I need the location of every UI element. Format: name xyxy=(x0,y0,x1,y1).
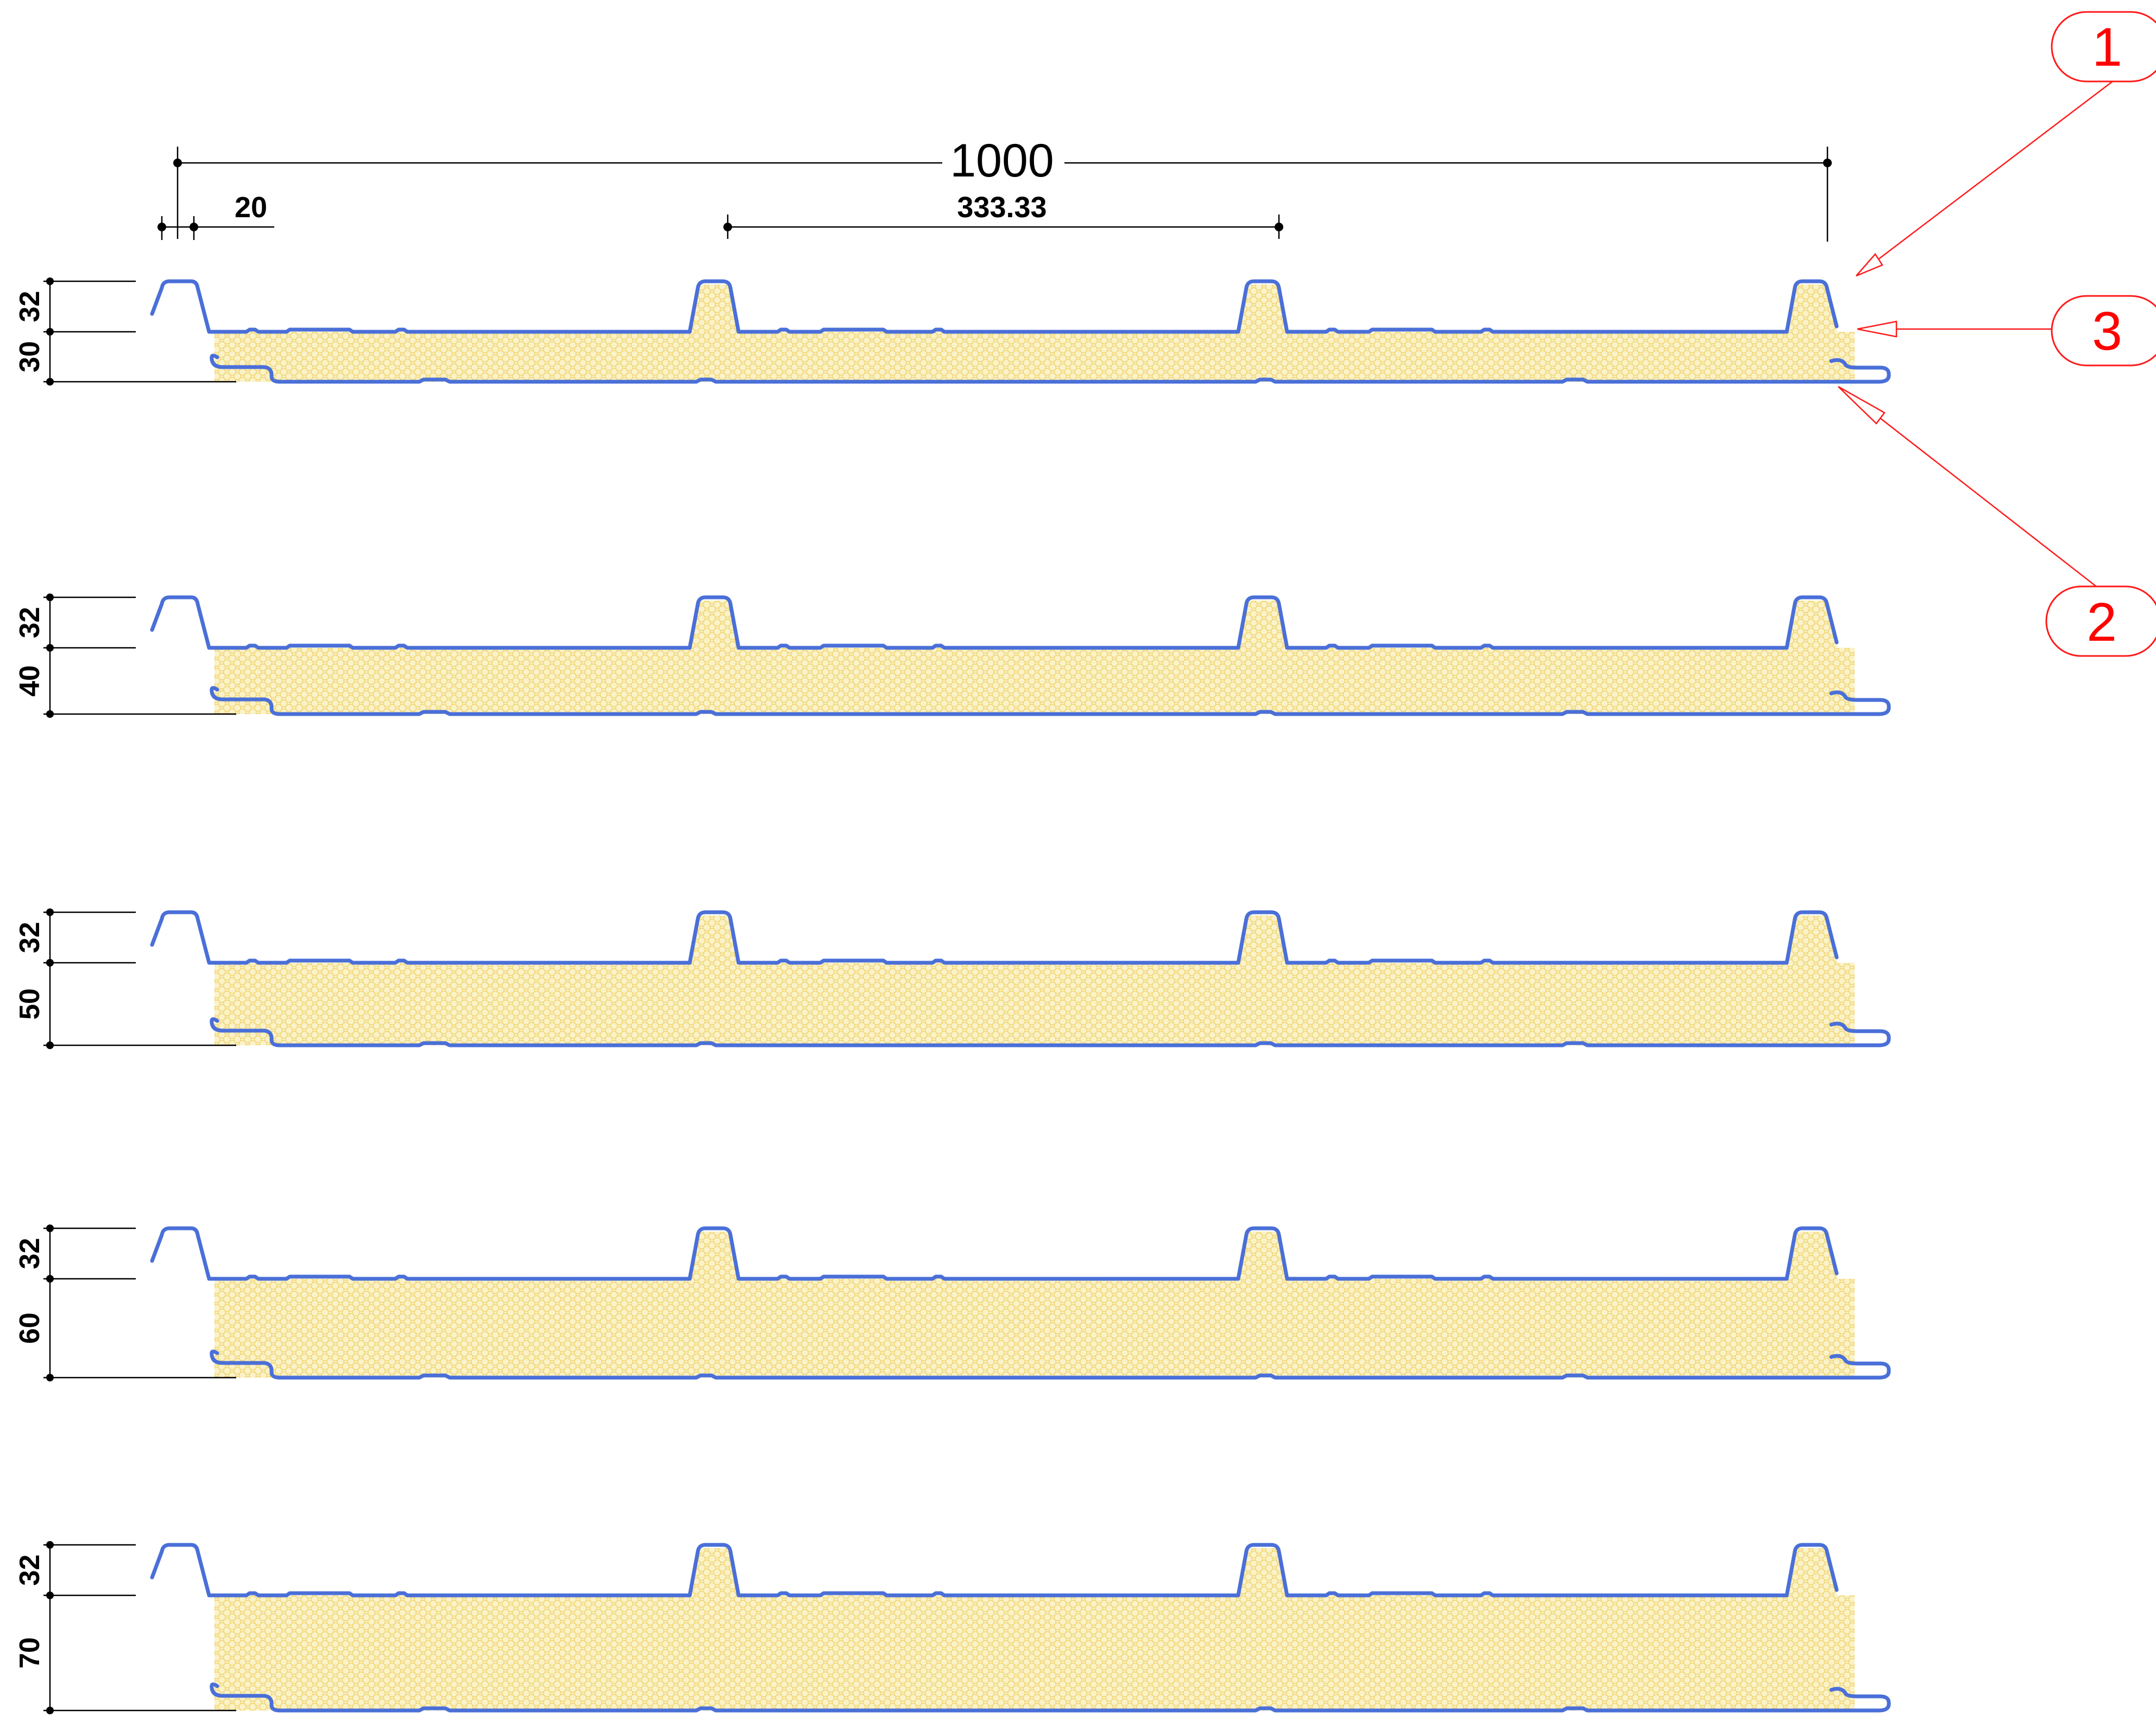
top-profiled-sheet xyxy=(150,1543,1839,1598)
rib-core-fill xyxy=(689,916,740,963)
rib-core-fill xyxy=(1785,1548,1837,1595)
rib-core-fill xyxy=(1237,916,1288,963)
callout-2-bubble xyxy=(2045,585,2156,657)
insulation-core xyxy=(215,332,1855,382)
rib-core-fill xyxy=(689,601,740,648)
callout-2-arrow xyxy=(1838,386,1886,425)
rib-core-fill xyxy=(1237,1548,1288,1595)
callout-3-bubble xyxy=(2051,295,2156,367)
insulation-core xyxy=(215,963,1855,1045)
rib-height-label: 32 xyxy=(14,922,46,954)
overall-width-label: 1000 xyxy=(950,135,1054,187)
core-thickness-label: 70 xyxy=(14,1637,46,1669)
dimension-dot xyxy=(157,223,166,231)
insulation-core xyxy=(215,1595,1855,1710)
rib-core-fill xyxy=(1237,601,1288,648)
dimension-dot xyxy=(173,159,182,167)
rib-core-fill xyxy=(1785,916,1837,963)
thickness-dimensions: 32 70 xyxy=(14,1541,236,1714)
top-profiled-sheet xyxy=(150,910,1839,965)
top-profiled-sheet xyxy=(150,595,1839,650)
callout-1-arrow xyxy=(1856,252,1883,277)
thickness-dimensions: 32 40 xyxy=(14,594,236,718)
thickness-dimensions: 32 30 xyxy=(14,277,236,386)
thickness-dimensions: 32 60 xyxy=(14,1224,236,1381)
insulation-core xyxy=(215,1279,1855,1378)
callout-1-bubble xyxy=(2051,11,2156,83)
thickness-dimensions: 32 50 xyxy=(14,908,236,1049)
top-dimensions: 1000 333.33 20 xyxy=(157,135,1832,242)
rib-height-label: 32 xyxy=(14,291,46,323)
bottom-liner-sheet xyxy=(210,1017,1891,1047)
panel-2: 32 40 xyxy=(14,594,1891,718)
bottom-liner-sheet xyxy=(210,686,1891,716)
callout-1-leader xyxy=(1877,81,2113,260)
bottom-liner-sheet xyxy=(210,1682,1891,1713)
rib-core-fill xyxy=(689,1548,740,1595)
insulation-core xyxy=(215,648,1855,714)
rib-core-fill xyxy=(689,1232,740,1279)
rib-height-label: 32 xyxy=(14,607,46,639)
rib-core-fill xyxy=(1785,601,1837,648)
core-thickness-label: 60 xyxy=(14,1312,46,1344)
rib-core-fill xyxy=(1237,1232,1288,1279)
callout-2-label: 2 xyxy=(2086,592,2117,653)
panel-3: 32 50 xyxy=(14,908,1891,1049)
rib-core-fill xyxy=(1237,285,1288,332)
rib-core-fill xyxy=(689,285,740,332)
core-thickness-label: 30 xyxy=(14,341,46,373)
callout-1-label: 1 xyxy=(2092,17,2122,78)
dimension-dot xyxy=(190,223,198,231)
bottom-liner-sheet xyxy=(210,1349,1891,1380)
callout-3-arrow xyxy=(1857,320,1897,338)
dimension-dot xyxy=(1823,159,1832,167)
callout-3-label: 3 xyxy=(2092,301,2122,362)
bottom-liner-sheet xyxy=(210,354,1891,384)
rib-height-label: 32 xyxy=(14,1555,46,1586)
overall-width-label-mask xyxy=(942,136,1064,185)
top-profiled-sheet xyxy=(150,279,1839,334)
top-profiled-sheet xyxy=(150,1226,1839,1281)
dimension-dot xyxy=(723,223,732,231)
panel-1: 32 30 xyxy=(14,277,1891,386)
callout-2-leader xyxy=(1880,418,2097,587)
dimension-dot xyxy=(1275,223,1283,231)
callouts: 1 3 2 xyxy=(1838,11,2156,657)
panel-profiles: 32 30 32 40 32 50 32 60 32 70 xyxy=(14,277,1891,1714)
edge-offset-label: 20 xyxy=(235,191,267,224)
core-thickness-label: 50 xyxy=(14,988,46,1020)
rib-core-fill xyxy=(1785,285,1837,332)
panel-5: 32 70 xyxy=(14,1541,1891,1714)
rib-pitch-label: 333.33 xyxy=(957,191,1047,224)
rib-height-label: 32 xyxy=(14,1238,46,1270)
panel-4: 32 60 xyxy=(14,1224,1891,1381)
rib-core-fill xyxy=(1785,1232,1837,1279)
core-thickness-label: 40 xyxy=(14,665,46,697)
